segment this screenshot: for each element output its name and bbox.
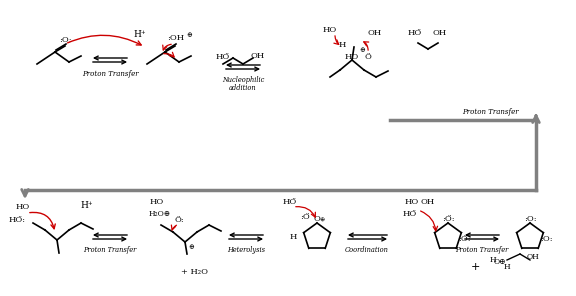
Text: Proton Transfer: Proton Transfer [84,246,137,254]
Text: H: H [338,41,346,49]
Text: HÖ̈: HÖ̈ [216,53,230,61]
Text: OH: OH [368,29,382,37]
Text: HÖ: HÖ [403,210,417,218]
Text: O⊕: O⊕ [494,258,506,266]
Text: addition: addition [229,84,257,92]
Text: HO: HO [323,26,337,34]
Text: HÖ:: HÖ: [9,216,25,224]
Text: Ö̈:: Ö̈: [174,216,184,224]
Text: :Ö:: :Ö: [442,215,454,223]
Text: H⁺: H⁺ [134,30,146,38]
Text: H: H [289,233,297,241]
Text: ⊕: ⊕ [359,46,365,54]
Text: OH: OH [526,253,539,261]
Text: ⊕: ⊕ [188,243,194,251]
Text: H⁺: H⁺ [81,200,93,210]
Text: :Ö:: :Ö: [458,235,471,243]
Text: OH: OH [251,52,265,60]
Text: Coordination: Coordination [345,246,389,254]
Text: HO: HO [150,198,164,206]
Text: ⊕: ⊕ [186,31,192,39]
Text: Proton Transfer: Proton Transfer [456,246,509,254]
Text: + H₂O: + H₂O [181,268,209,276]
Text: Ö̈: Ö̈ [365,53,372,61]
Text: HO: HO [345,53,359,61]
Text: H₂O⊕: H₂O⊕ [149,210,171,218]
Text: :O:: :O: [524,215,536,223]
Text: ⊕: ⊕ [319,216,325,221]
Text: :O:: :O: [540,235,552,243]
Text: Heterolysis: Heterolysis [227,246,265,254]
Text: H: H [503,263,510,271]
Text: :Ö: :Ö [300,213,310,221]
Text: H: H [490,256,497,264]
Text: HO: HO [16,203,30,211]
Text: HÖ: HÖ [408,29,422,37]
Text: :OH: :OH [168,34,184,42]
Text: :O:: :O: [59,36,71,44]
Text: HO: HO [405,198,419,206]
Text: OH: OH [433,29,447,37]
Text: HÖ: HÖ [283,198,297,206]
Text: OH: OH [421,198,435,206]
Text: Proton Transfer: Proton Transfer [82,70,138,78]
Text: +: + [471,262,480,272]
Text: Nucleophilic: Nucleophilic [222,76,264,84]
Text: O: O [313,215,320,223]
Text: Proton Transfer: Proton Transfer [462,108,518,116]
